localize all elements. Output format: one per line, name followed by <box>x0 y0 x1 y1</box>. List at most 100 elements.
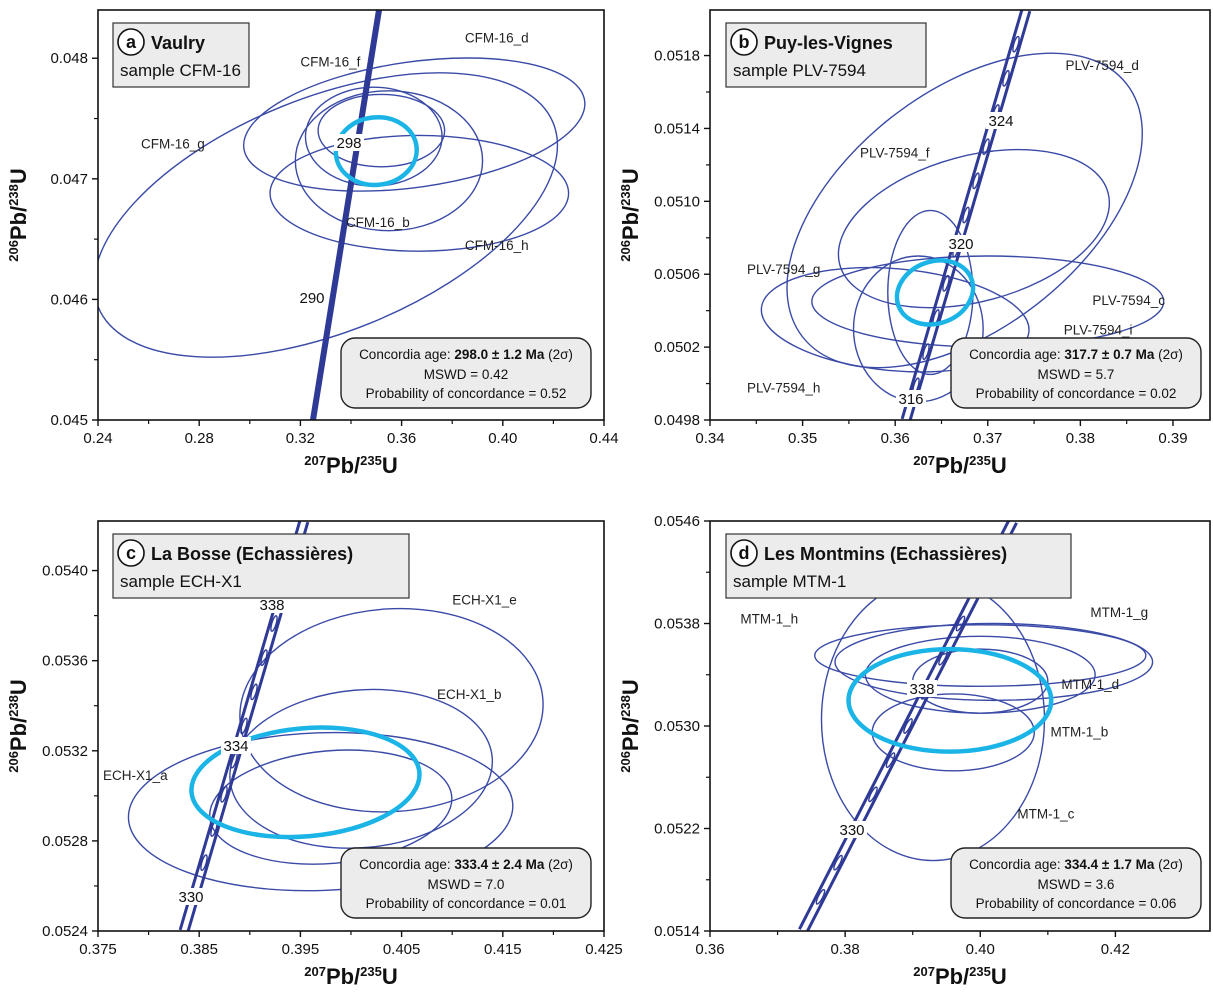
label-mtm-1-h: MTM-1_h <box>740 612 798 627</box>
concordia-age-ellipse <box>894 258 976 327</box>
age-marker-bg <box>176 888 206 905</box>
x-axis-title: 207Pb/235U <box>913 453 1007 478</box>
panel-subtitle: sample MTM-1 <box>733 572 846 591</box>
panel-subtitle: sample PLV-7594 <box>733 61 866 80</box>
x-tick-label: 0.38 <box>831 941 860 958</box>
label-plv-7594-h: PLV-7594_h <box>747 381 820 396</box>
age-marker-bg <box>896 390 926 407</box>
age-marker-290: 290 <box>299 290 324 307</box>
y-tick-label: 0.0536 <box>42 653 88 670</box>
y-axis-title: 206Pb/238U <box>6 679 31 773</box>
x-tick-label: 0.375 <box>79 941 117 958</box>
panel-title: Puy-les-Vignes <box>764 33 893 53</box>
concordia-age-tick <box>240 717 248 735</box>
label-plv-7594-g: PLV-7594_g <box>747 262 820 277</box>
x-tick-label: 0.32 <box>286 430 315 447</box>
mswd-text: MSWD = 5.7 <box>1038 367 1115 382</box>
x-tick-label: 0.405 <box>383 941 421 958</box>
panel-letter: a <box>126 32 137 52</box>
y-tick-label: 0.0510 <box>654 193 700 210</box>
concordia-age-tick <box>903 718 913 734</box>
results-box <box>950 337 1202 409</box>
y-tick-label: 0.045 <box>50 412 88 429</box>
age-marker-bg <box>907 680 937 697</box>
mswd-text: MSWD = 0.42 <box>424 367 508 382</box>
label-plv-7594-i: PLV-7594_i <box>1064 322 1133 337</box>
label-plv-7594-f: PLV-7594_f <box>860 146 930 161</box>
y-tick-label: 0.0502 <box>654 339 700 356</box>
x-axis-title: 207Pb/235U <box>304 453 398 478</box>
panel-badge <box>117 539 145 567</box>
y-tick-label: 0.0498 <box>654 412 700 429</box>
panel-title: Vaulry <box>151 33 205 53</box>
label-mtm-1-b: MTM-1_b <box>1051 724 1109 739</box>
mswd-text: MSWD = 7.0 <box>428 877 505 892</box>
ellipse-plv-7594-f <box>837 148 1111 309</box>
y-tick-label: 0.0518 <box>654 48 700 65</box>
ellipse-plv-7594-i <box>760 266 1030 373</box>
ellipse-ech-x1-a <box>127 731 514 892</box>
probability-text: Probability of concordance = 0.01 <box>366 896 567 911</box>
probability-text: Probability of concordance = 0.06 <box>976 896 1177 911</box>
panel-letter: d <box>739 543 750 563</box>
ellipse-mtm-1-h <box>814 624 1147 687</box>
label-ech-x1-a: ECH-X1_a <box>103 768 168 783</box>
age-marker-bg <box>257 596 287 613</box>
x-tick-label: 0.24 <box>83 430 112 447</box>
y-axis-title: 206Pb/238U <box>618 679 643 773</box>
concordia-envelope-left <box>908 10 1032 420</box>
plot-content: 316 320 324 PLV-7594_d PLV-7594_f PLV-7594_g P… <box>747 10 1165 420</box>
panel-d: 330 338 MTM-1_g MTM-1_h MTM-1_d MTM-1_b MTM-1_… <box>618 513 1211 989</box>
probability-text: Probability of concordance = 0.02 <box>976 386 1177 401</box>
y-axis-title: 206Pb/238U <box>6 168 31 262</box>
label-mtm-1-d: MTM-1_d <box>1061 677 1119 692</box>
y-tick-label: 0.0528 <box>42 833 88 850</box>
concordia-age-tick <box>972 172 980 190</box>
y-axis-title: 206Pb/238U <box>618 168 643 262</box>
concordia-age-ellipse <box>846 646 1054 754</box>
age-marker-324: 324 <box>988 113 1013 130</box>
concordia-age-text: Concordia age: 334.4 ± 1.7 Ma (2σ) <box>969 857 1183 872</box>
concordia-age-tick <box>270 615 278 632</box>
age-marker-330: 330 <box>839 822 864 839</box>
x-tick-label: 0.34 <box>695 430 724 447</box>
ellipse-cfm-16-d <box>242 57 586 192</box>
concordia-age-text: Concordia age: 317.7 ± 0.7 Ma (2σ) <box>969 347 1183 362</box>
ellipse-mtm-1-g <box>834 622 1154 702</box>
age-marker-330: 330 <box>178 889 203 906</box>
age-marker-316: 316 <box>898 391 923 408</box>
plot-frame <box>709 9 1211 421</box>
x-tick-label: 0.415 <box>484 941 522 958</box>
concordia-age-tick <box>260 649 268 667</box>
y-tick-label: 0.0546 <box>654 513 700 530</box>
y-tick-label: 0.0538 <box>654 616 700 633</box>
y-tick-label: 0.0522 <box>654 821 700 838</box>
panel-b: 316 320 324 PLV-7594_d PLV-7594_f PLV-7594_g P… <box>618 9 1211 478</box>
x-tick-label: 0.42 <box>1101 941 1130 958</box>
age-marker-bg <box>946 235 976 252</box>
plot-content: 330 334 338 ECH-X1_e ECH-X1_b ECH-X1_a <box>103 521 544 931</box>
y-tick-label: 0.0506 <box>654 266 700 283</box>
y-tick-label: 0.0532 <box>42 743 88 760</box>
concordia-age-tick <box>942 274 950 292</box>
concordia-age-tick <box>922 343 930 361</box>
x-tick-label: 0.39 <box>1158 430 1187 447</box>
x-tick-label: 0.38 <box>1066 430 1095 447</box>
label-cfm-16-f: CFM-16_f <box>300 55 360 70</box>
panel-a: 290 298 CFM-16_d CFM-16_f CFM-16_g CFM-16_b CF… <box>6 9 619 478</box>
age-marker-338: 338 <box>909 681 934 698</box>
age-marker-298: 298 <box>336 135 361 152</box>
label-mtm-1-g: MTM-1_g <box>1090 605 1148 620</box>
ellipse-cfm-16-e <box>317 93 446 168</box>
plot-content: 330 338 MTM-1_g MTM-1_h MTM-1_d MTM-1_b MTM-1_… <box>740 521 1154 931</box>
label-cfm-16-d: CFM-16_d <box>465 31 529 46</box>
concordia-age-tick <box>1002 69 1010 87</box>
label-cfm-16-h: CFM-16_h <box>465 238 529 253</box>
x-tick-label: 0.35 <box>788 430 817 447</box>
ellipse-plv-7594-d <box>786 52 1143 369</box>
mswd-text: MSWD = 3.6 <box>1038 877 1115 892</box>
y-tick-label: 0.0540 <box>42 563 88 580</box>
title-box <box>725 533 1072 599</box>
